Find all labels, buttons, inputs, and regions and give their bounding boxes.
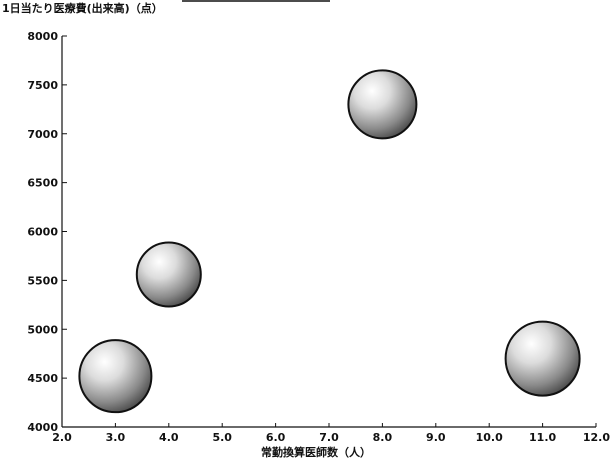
y-tick-label: 4500 <box>27 372 58 385</box>
y-tick-label: 4000 <box>27 421 58 434</box>
x-tick-label: 3.0 <box>106 431 126 444</box>
x-tick-label: 8.0 <box>373 431 393 444</box>
data-point-bubble <box>504 320 581 397</box>
y-tick-label: 6000 <box>27 226 58 239</box>
y-tick-label: 5500 <box>27 274 58 287</box>
x-tick-label: 6.0 <box>266 431 286 444</box>
y-tick-label: 7000 <box>27 128 58 141</box>
x-tick-label: 2.0 <box>52 431 72 444</box>
x-tick-label: 5.0 <box>212 431 232 444</box>
x-tick-label: 9.0 <box>426 431 446 444</box>
x-axis-ticks: 2.0 3.0 4.0 5.0 6.0 7.0 8.0 9.0 10.0 11.0 12.0 <box>52 423 610 444</box>
y-tick-label: 6500 <box>27 177 58 190</box>
x-axis-title: 常勤換算医師数（人） <box>261 445 371 459</box>
x-tick-label: 11.0 <box>529 431 556 444</box>
y-axis-ticks: 4000 4500 5000 5500 6000 6500 7000 7500 8000 <box>27 30 67 434</box>
x-tick-label: 12.0 <box>583 431 610 444</box>
y-tick-label: 5000 <box>27 323 58 336</box>
data-point-bubble <box>78 339 153 414</box>
data-point-bubble <box>347 69 418 140</box>
x-tick-label: 4.0 <box>159 431 179 444</box>
y-axis-title: 1日当たり医療費(出来高)（点） <box>2 1 163 15</box>
y-tick-label: 8000 <box>27 30 58 43</box>
x-tick-label: 7.0 <box>319 431 339 444</box>
x-tick-label: 10.0 <box>476 431 503 444</box>
data-point-bubble <box>135 241 202 308</box>
data-points <box>78 69 581 414</box>
y-tick-label: 7500 <box>27 79 58 92</box>
